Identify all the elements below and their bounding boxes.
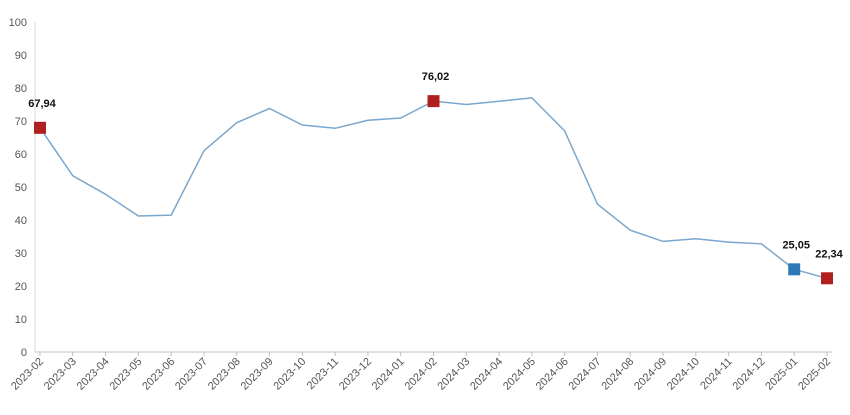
x-tick-label: 2025-01 bbox=[763, 356, 800, 393]
highlight-marker bbox=[821, 272, 833, 285]
y-tick-label: 70 bbox=[15, 116, 27, 128]
x-tick-label: 2024-01 bbox=[370, 356, 407, 393]
x-tick-label: 2023-06 bbox=[140, 356, 177, 393]
data-label: 67,94 bbox=[28, 98, 56, 110]
data-labels: 67,94 76,02 25,05 22,34 bbox=[28, 71, 843, 260]
x-tick-label: 2023-09 bbox=[239, 356, 276, 393]
x-tick-label: 2024-11 bbox=[698, 356, 734, 392]
y-tick-label: 10 bbox=[15, 314, 27, 326]
x-tick-label: 2024-07 bbox=[567, 356, 604, 393]
x-tick-label: 2023-08 bbox=[206, 356, 243, 393]
x-tick-label: 2025-02 bbox=[796, 356, 833, 393]
y-tick-label: 90 bbox=[15, 50, 27, 62]
y-tick-label: 80 bbox=[15, 83, 27, 95]
x-tick-label: 2023-02 bbox=[9, 356, 46, 393]
y-tick-label: 50 bbox=[15, 182, 27, 194]
x-tick-label: 2023-11 bbox=[305, 356, 341, 392]
x-tick-label: 2024-06 bbox=[534, 356, 571, 393]
x-tick-label: 2024-04 bbox=[468, 356, 505, 393]
x-tick-label: 2023-04 bbox=[75, 356, 112, 393]
highlight-markers bbox=[34, 95, 833, 285]
x-tick-label: 2023-12 bbox=[337, 356, 374, 393]
x-tick-label: 2024-09 bbox=[632, 356, 669, 393]
x-tick-label: 2023-10 bbox=[271, 356, 308, 393]
y-tick-label: 20 bbox=[15, 281, 27, 293]
highlight-marker bbox=[788, 263, 801, 276]
data-label: 76,02 bbox=[422, 71, 450, 83]
x-tick-label: 2023-03 bbox=[42, 356, 79, 393]
x-tick-label: 2024-03 bbox=[435, 356, 472, 393]
data-label: 22,34 bbox=[815, 248, 843, 260]
x-tick-label: 2023-05 bbox=[107, 356, 144, 393]
x-tick-label: 2024-12 bbox=[731, 356, 768, 393]
y-tick-label: 0 bbox=[21, 347, 27, 359]
x-tick-labels: 2023-022023-032023-042023-052023-062023-… bbox=[9, 356, 833, 393]
y-tick-label: 100 bbox=[9, 17, 27, 29]
x-tick-label: 2024-08 bbox=[599, 356, 636, 393]
highlight-marker bbox=[427, 95, 440, 108]
series-line bbox=[39, 97, 828, 280]
x-tick-label: 2024-05 bbox=[501, 356, 538, 393]
x-tick-label: 2024-10 bbox=[665, 356, 702, 393]
y-tick-labels: 0 10 20 30 40 50 60 70 80 90 100 bbox=[9, 17, 27, 359]
data-label: 25,05 bbox=[782, 239, 810, 251]
highlight-marker bbox=[34, 121, 46, 134]
x-tick-label: 2024-02 bbox=[403, 356, 440, 393]
x-tick-marks bbox=[39, 352, 828, 356]
y-tick-label: 60 bbox=[15, 149, 27, 161]
y-tick-label: 40 bbox=[15, 215, 27, 227]
x-tick-label: 2023-07 bbox=[173, 356, 210, 393]
y-tick-label: 30 bbox=[15, 248, 27, 260]
